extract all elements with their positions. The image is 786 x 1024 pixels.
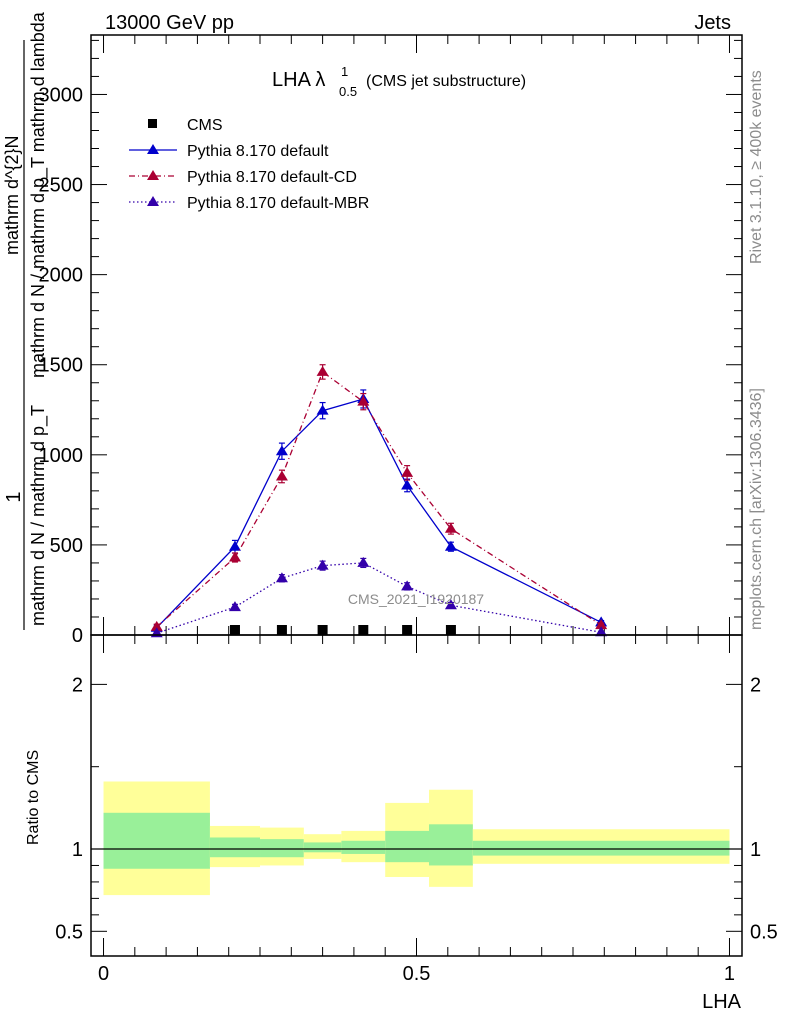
ratio-y-tick-label-right: 2 bbox=[750, 674, 761, 696]
main-y-tick-label: 500 bbox=[50, 535, 83, 557]
main-y-tick-label: 3000 bbox=[39, 84, 84, 106]
main-x-axis-ticks bbox=[103, 35, 730, 635]
legend-item-default: Pythia 8.170 default bbox=[129, 143, 329, 160]
y-label-line-3: mathrm d^{2}N bbox=[2, 136, 22, 256]
series-marker bbox=[401, 466, 414, 477]
series-marker bbox=[275, 470, 288, 481]
series-marker bbox=[228, 540, 241, 551]
series-marker bbox=[401, 479, 414, 490]
legend-item-cms: CMS bbox=[148, 117, 223, 134]
legend-label-default-mbr: Pythia 8.170 default-MBR bbox=[187, 195, 369, 212]
legend-marker-cms bbox=[148, 119, 157, 128]
process-label: Jets bbox=[694, 12, 731, 34]
ratio-y-tick-label-right: 0.5 bbox=[750, 921, 778, 943]
y-label-line-2: mathrm d N / mathrm d p_T mathrm d lambd… bbox=[28, 11, 49, 378]
series-marker bbox=[228, 551, 241, 562]
ratio-band-inner bbox=[429, 824, 473, 866]
legend-marker-default bbox=[147, 144, 159, 154]
main-y-tick-label: 2000 bbox=[39, 265, 84, 287]
main-y-tick-label: 1000 bbox=[39, 445, 84, 467]
ratio-y-axis-ticks: 0.5 0.5 1 1 2 2 bbox=[55, 674, 778, 943]
cms-data-point bbox=[402, 625, 413, 635]
main-series-group bbox=[150, 364, 608, 638]
series-marker bbox=[150, 620, 163, 631]
series-marker bbox=[444, 599, 457, 610]
cms-data-point bbox=[317, 625, 328, 635]
ratio-band-inner bbox=[260, 839, 304, 858]
energy-label: 13000 GeV pp bbox=[105, 12, 234, 34]
main-y-axis-ticks: 0 500 1000 1500 2000 2500 3000 bbox=[39, 39, 742, 647]
ratio-y-tick-label-left: 1 bbox=[72, 839, 83, 861]
ratio-band-inner bbox=[341, 840, 386, 854]
legend: CMS Pythia 8.170 default Pythia 8.170 de… bbox=[129, 117, 369, 212]
ratio-uncertainty-bands bbox=[103, 781, 730, 896]
series-marker bbox=[228, 601, 241, 612]
series-marker bbox=[316, 365, 329, 376]
ratio-band-inner bbox=[103, 812, 210, 869]
series-marker bbox=[316, 404, 329, 415]
series-line bbox=[156, 562, 602, 634]
x-tick-label: 1 bbox=[724, 963, 735, 985]
ratio-y-tick-label-left: 0.5 bbox=[55, 921, 83, 943]
ratio-y-tick-label-right: 1 bbox=[750, 839, 761, 861]
y-label-numerator: 1 bbox=[3, 491, 25, 502]
series-marker bbox=[275, 572, 288, 583]
series-marker bbox=[444, 522, 457, 533]
series-marker bbox=[357, 395, 370, 406]
ratio-band-inner bbox=[385, 830, 430, 863]
legend-item-default-cd: Pythia 8.170 default-CD bbox=[129, 169, 357, 186]
x-tick-label: 0.5 bbox=[403, 963, 431, 985]
ratio-band-inner bbox=[472, 840, 730, 856]
title-superscript: 1 bbox=[341, 64, 348, 79]
main-y-tick-label: 0 bbox=[72, 625, 83, 647]
rivet-version-label: Rivet 3.1.10, ≥ 400k events bbox=[748, 70, 765, 264]
legend-item-default-mbr: Pythia 8.170 default-MBR bbox=[129, 195, 369, 212]
series-marker bbox=[401, 580, 414, 591]
cms-data-point bbox=[229, 625, 240, 635]
series-line bbox=[156, 370, 602, 628]
ratio-band-inner bbox=[303, 842, 342, 853]
plot-title: LHA λ 1 0.5 (CMS jet substructure) bbox=[272, 64, 526, 99]
ratio-x-axis-ticks: 0 0.5 1 bbox=[98, 635, 735, 985]
legend-label-cms: CMS bbox=[187, 117, 223, 134]
legend-marker-default-cd bbox=[147, 170, 159, 180]
ratio-band-inner bbox=[209, 837, 261, 858]
series-marker bbox=[316, 559, 329, 570]
y-label-line-1: mathrm d N / mathrm d p_T bbox=[28, 405, 49, 626]
series-marker bbox=[444, 540, 457, 551]
legend-label-default-cd: Pythia 8.170 default-CD bbox=[187, 169, 357, 186]
x-axis-label: LHA bbox=[702, 991, 742, 1013]
cms-data-point bbox=[445, 625, 456, 635]
x-tick-label: 0 bbox=[98, 963, 109, 985]
cms-data-point bbox=[276, 625, 287, 635]
legend-label-default: Pythia 8.170 default bbox=[187, 143, 329, 160]
analysis-watermark: CMS_2021_I1920187 bbox=[348, 591, 484, 607]
ratio-plot-panel: 0.5 0.51 12 2 0 0.5 1 Ratio to CMS LHA bbox=[25, 634, 778, 1013]
legend-marker-default-mbr bbox=[147, 196, 159, 206]
series-marker bbox=[357, 556, 370, 567]
main-y-tick-label: 1500 bbox=[39, 355, 84, 377]
title-main: LHA λ bbox=[272, 69, 325, 91]
title-note: (CMS jet substructure) bbox=[366, 73, 526, 90]
series-marker bbox=[595, 626, 608, 637]
mcplots-label: mcplots.cern.ch [arXiv:1306.3436] bbox=[748, 388, 765, 630]
ratio-y-tick-label-left: 2 bbox=[72, 674, 83, 696]
main-y-tick-label: 2500 bbox=[39, 175, 84, 197]
series-marker bbox=[275, 445, 288, 456]
cms-data-point bbox=[358, 625, 369, 635]
series-line bbox=[156, 398, 602, 629]
main-y-axis-label: 1 mathrm d N / mathrm d p_T mathrm d N /… bbox=[2, 11, 49, 630]
ratio-y-axis-label: Ratio to CMS bbox=[25, 750, 42, 845]
title-subscript: 0.5 bbox=[339, 84, 357, 99]
series-marker bbox=[595, 619, 608, 630]
main-plot-panel: 0 500 1000 1500 2000 2500 3000 CMS_2021_I19201… bbox=[2, 11, 743, 647]
